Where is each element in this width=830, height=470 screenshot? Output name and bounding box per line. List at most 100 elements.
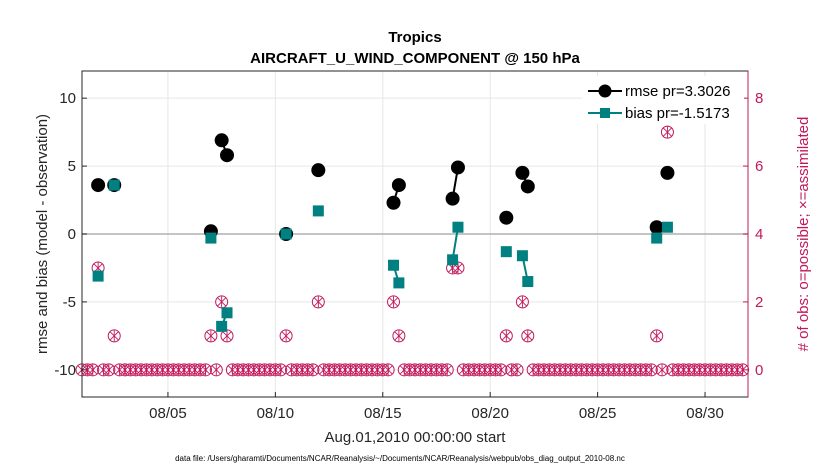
obs-assimilated-cross: [738, 364, 748, 376]
y-tick-label: 0: [68, 226, 76, 243]
obs-assimilated-cross: [652, 330, 662, 342]
y-axis-label: rmse and bias (model - observation): [34, 114, 51, 354]
obs-possible-circle: [650, 329, 664, 343]
obs-possible-circle: [209, 363, 223, 377]
obs-assimilated-cross: [276, 364, 286, 376]
rmse-point: [520, 179, 535, 194]
bias-point: [312, 205, 324, 217]
rmse-point: [660, 165, 675, 180]
obs-assimilated-cross: [217, 296, 227, 308]
series-bias: [92, 179, 673, 332]
rmse-point: [499, 210, 514, 225]
axes-ticks: 08/05 08/10 08/15 08/20 08/25 08/30 -10 -5 0 5 10 0…: [54, 71, 763, 422]
obs-marker: [736, 363, 750, 377]
obs-marker: [102, 363, 116, 377]
x-tick-label: 08/30: [686, 405, 724, 422]
obs-assimilated-cross: [383, 364, 393, 376]
rmse-point: [220, 148, 235, 163]
obs-marker: [311, 295, 325, 309]
obs-possible-circle: [204, 329, 218, 343]
legend-marker-bias: [600, 108, 610, 118]
obs-possible-circle: [387, 295, 401, 309]
y2-tick-label: 0: [755, 362, 763, 379]
chart-title: Tropics: [388, 29, 441, 46]
rmse-point: [649, 220, 664, 235]
y-tick-label: 5: [68, 158, 76, 175]
obs-assimilated-cross: [308, 364, 318, 376]
obs-marker: [499, 329, 513, 343]
bias-point: [500, 246, 512, 258]
rmse-point: [214, 133, 229, 148]
footer-data-file: data file: /Users/gharamti/Documents/NCA…: [175, 454, 625, 463]
obs-marker: [494, 363, 508, 377]
rmse-point: [515, 165, 530, 180]
obs-marker: [387, 295, 401, 309]
x-axis-label: Aug.01,2010 00:00:00 start: [325, 429, 507, 446]
obs-marker: [279, 329, 293, 343]
obs-marker: [290, 363, 304, 377]
obs-marker: [392, 329, 406, 343]
rmse-point: [91, 178, 106, 193]
y-tick-label: -5: [63, 294, 76, 311]
obs-assimilated-cross: [388, 296, 399, 308]
bias-point: [393, 277, 405, 289]
obs-possible-circle: [199, 363, 213, 377]
obs-markers: [75, 125, 750, 377]
obs-marker: [650, 329, 664, 343]
bias-point: [108, 179, 120, 191]
y-tick-label: -10: [54, 362, 76, 379]
legend: rmse pr=3.3026 bias pr=-1.5173: [582, 76, 744, 124]
bias-point: [92, 270, 104, 282]
obs-possible-circle: [521, 329, 535, 343]
obs-possible-circle: [736, 363, 750, 377]
obs-marker: [199, 363, 213, 377]
obs-possible-circle: [499, 329, 513, 343]
rmse-point: [311, 163, 326, 178]
x-tick-label: 08/05: [149, 405, 187, 422]
obs-possible-circle: [644, 363, 658, 377]
rmse-point: [386, 195, 401, 210]
rmse-point: [391, 178, 406, 193]
obs-possible-circle: [311, 295, 325, 309]
bias-point: [452, 221, 464, 233]
legend-label: bias pr=-1.5173: [625, 105, 730, 122]
x-tick-label: 08/25: [579, 405, 617, 422]
obs-marker: [660, 125, 674, 139]
y2-tick-label: 6: [755, 158, 763, 175]
obs-assimilated-cross: [657, 364, 667, 376]
bias-point: [388, 259, 400, 271]
bias-point: [221, 307, 233, 319]
series-rmse: [91, 133, 675, 241]
obs-assimilated-cross: [109, 330, 119, 342]
obs-marker: [107, 329, 121, 343]
bias-point: [661, 221, 673, 233]
obs-marker: [306, 363, 320, 377]
obs-assimilated-cross: [394, 330, 404, 342]
legend-label: rmse pr=3.3026: [625, 83, 730, 100]
y2-tick-label: 4: [755, 226, 763, 243]
obs-possible-circle: [515, 295, 529, 309]
obs-marker: [204, 329, 218, 343]
bias-point: [522, 276, 534, 288]
obs-possible-circle: [306, 363, 320, 377]
obs-possible-circle: [655, 363, 669, 377]
obs-possible-circle: [660, 125, 674, 139]
obs-assimilated-cross: [442, 364, 452, 376]
rmse-point: [445, 191, 460, 206]
obs-marker: [655, 363, 669, 377]
obs-possible-circle: [107, 329, 121, 343]
obs-assimilated-cross: [201, 364, 211, 376]
obs-assimilated-cross: [281, 330, 291, 342]
obs-assimilated-cross: [501, 330, 511, 342]
obs-marker: [440, 363, 454, 377]
y2-tick-label: 2: [755, 294, 763, 311]
y2-tick-label: 8: [755, 90, 763, 107]
obs-marker: [521, 329, 535, 343]
obs-assimilated-cross: [662, 126, 672, 138]
chart-subtitle: AIRCRAFT_U_WIND_COMPONENT @ 150 hPa: [250, 50, 580, 67]
obs-assimilated-cross: [517, 296, 527, 308]
bias-point: [447, 254, 459, 266]
obs-assimilated-cross: [523, 330, 533, 342]
obs-marker: [209, 363, 223, 377]
